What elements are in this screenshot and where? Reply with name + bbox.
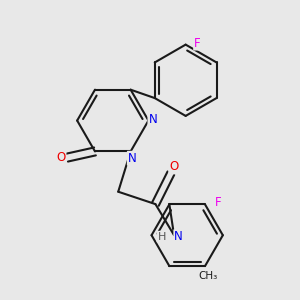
Text: O: O [169, 160, 178, 173]
Text: O: O [56, 151, 65, 164]
Text: F: F [215, 196, 221, 209]
Text: N: N [128, 152, 136, 165]
Text: N: N [174, 230, 183, 243]
Text: F: F [194, 37, 201, 50]
Text: N: N [148, 112, 157, 125]
Text: H: H [158, 232, 166, 242]
Text: CH₃: CH₃ [199, 271, 218, 281]
